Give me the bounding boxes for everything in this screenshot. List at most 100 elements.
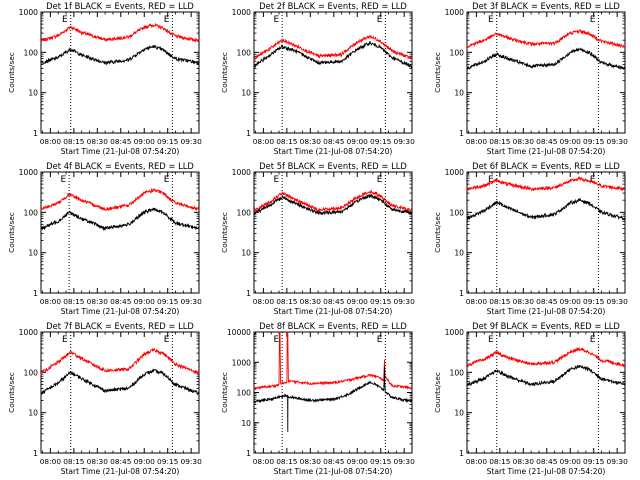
y-tick-label: 1 — [246, 449, 251, 458]
detector-plot-3: Det 3f BLACK = Events, RED = LLD 1 10 100 10… — [433, 1, 628, 156]
plot-title: Det 2f BLACK = Events, RED = LLD — [259, 1, 407, 11]
x-axis-label: Start Time (21-Jul-08 07:54:20) — [274, 467, 393, 476]
x-tick-label: 09:15 — [583, 137, 605, 146]
x-tick-label: 09:00 — [560, 457, 582, 466]
y-tick-label: 10000 — [227, 328, 251, 337]
corner-mark: E — [377, 175, 383, 185]
corner-mark: E — [488, 335, 494, 345]
y-tick-label: 1 — [33, 449, 38, 458]
x-tick-label: 08:45 — [323, 297, 345, 306]
x-tick-label: 08:45 — [110, 457, 132, 466]
x-tick-label: 09:00 — [347, 137, 369, 146]
y-axis-label: Counts/sec — [433, 372, 442, 413]
x-tick-label: 08:00 — [253, 297, 275, 306]
x-tick-label: 09:30 — [181, 137, 203, 146]
x-tick-label: 08:15 — [276, 457, 298, 466]
plot-title: Det 3f BLACK = Events, RED = LLD — [472, 1, 620, 11]
x-tick-label: 08:00 — [466, 457, 488, 466]
x-tick-label: 09:30 — [607, 297, 629, 306]
y-tick-label: 100 — [450, 368, 465, 377]
x-tick-label: 09:15 — [370, 137, 392, 146]
x-tick-label: 09:15 — [157, 137, 179, 146]
y-axis-label: Counts/sec — [433, 52, 442, 93]
x-tick-label: 08:00 — [40, 137, 62, 146]
x-tick-label: 08:45 — [536, 457, 558, 466]
y-tick-label: 10 — [28, 409, 38, 418]
lld-series-line — [466, 346, 626, 368]
x-axis-label: Start Time (21-Jul-08 07:54:20) — [487, 147, 606, 156]
y-tick-label: 1000 — [232, 358, 251, 367]
y-tick-label: 1000 — [445, 168, 464, 177]
x-tick-label: 09:00 — [347, 457, 369, 466]
x-axis-label: Start Time (21-Jul-08 07:54:20) — [61, 147, 180, 156]
y-tick-label: 10 — [28, 89, 38, 98]
detector-plot-1: Det 1f BLACK = Events, RED = LLD 1 10 100 10… — [7, 1, 202, 156]
x-axis-label: Start Time (21-Jul-08 07:54:20) — [487, 307, 606, 316]
detector-plot-2: Det 2f BLACK = Events, RED = LLD 1 10 100 10… — [220, 1, 415, 156]
plot-frame — [40, 171, 200, 294]
events-series-line — [40, 44, 200, 66]
x-tick-label: 08:45 — [323, 457, 345, 466]
lld-series-line — [466, 29, 626, 49]
x-tick-label: 08:15 — [276, 137, 298, 146]
y-tick-label: 10 — [454, 409, 464, 418]
y-tick-label: 100 — [237, 208, 252, 217]
plot-frame — [466, 331, 626, 454]
x-tick-label: 08:30 — [513, 457, 535, 466]
x-tick-label: 09:30 — [394, 297, 416, 306]
plot-title: Det 9f BLACK = Events, RED = LLD — [472, 321, 620, 331]
events-series-line — [466, 197, 626, 221]
x-tick-label: 09:30 — [607, 137, 629, 146]
y-tick-label: 10 — [241, 419, 251, 428]
corner-mark: E — [62, 15, 68, 25]
plot-title: Det 7f BLACK = Events, RED = LLD — [46, 321, 194, 331]
corner-mark: E — [60, 175, 66, 185]
events-series-line — [40, 207, 200, 232]
detector-plot-5: Det 5f BLACK = Events, RED = LLD 1 10 100 10… — [220, 161, 415, 316]
corner-mark: E — [590, 175, 596, 185]
x-tick-label: 08:00 — [466, 297, 488, 306]
y-tick-label: 1 — [459, 129, 464, 138]
corner-mark: E — [164, 175, 170, 185]
y-tick-label: 1000 — [232, 8, 251, 17]
y-tick-label: 10 — [241, 89, 251, 98]
lld-series-line — [40, 22, 200, 43]
x-axis-label: Start Time (21-Jul-08 07:54:20) — [487, 467, 606, 476]
y-tick-label: 10 — [454, 249, 464, 258]
y-tick-label: 10 — [241, 249, 251, 258]
y-axis-label: Counts/sec — [7, 372, 16, 413]
detector-plot-4: Det 4f BLACK = Events, RED = LLD 1 10 100 10… — [7, 161, 202, 316]
y-tick-label: 100 — [24, 208, 39, 217]
x-tick-label: 08:30 — [87, 457, 109, 466]
lld-series-line — [40, 187, 200, 212]
corner-mark: E — [590, 335, 596, 345]
plot-frame — [40, 11, 200, 134]
y-tick-label: 1000 — [445, 328, 464, 337]
x-tick-label: 09:15 — [583, 457, 605, 466]
x-tick-label: 08:45 — [536, 297, 558, 306]
y-tick-label: 100 — [450, 48, 465, 57]
x-tick-label: 09:15 — [583, 297, 605, 306]
plot-frame — [253, 11, 413, 134]
x-tick-label: 08:45 — [536, 137, 558, 146]
corner-mark: E — [273, 15, 279, 25]
y-tick-label: 1 — [246, 129, 251, 138]
y-tick-label: 100 — [237, 389, 252, 398]
events-series-line — [40, 368, 200, 396]
events-series-line — [253, 193, 413, 216]
x-tick-label: 08:00 — [40, 297, 62, 306]
y-tick-label: 1000 — [445, 8, 464, 17]
corner-mark: E — [488, 15, 494, 25]
x-tick-label: 09:30 — [181, 457, 203, 466]
plot-frame — [466, 171, 626, 294]
plot-frame — [253, 171, 413, 294]
detector-plot-9: Det 9f BLACK = Events, RED = LLD 1 10 100 10… — [433, 321, 628, 476]
plot-title: Det 6f BLACK = Events, RED = LLD — [472, 161, 620, 171]
lld-series-line — [40, 347, 200, 376]
x-tick-label: 08:00 — [253, 457, 275, 466]
y-axis-label: Counts/sec — [433, 212, 442, 253]
x-tick-label: 08:00 — [40, 457, 62, 466]
corner-mark: E — [273, 175, 279, 185]
y-tick-label: 100 — [24, 368, 39, 377]
